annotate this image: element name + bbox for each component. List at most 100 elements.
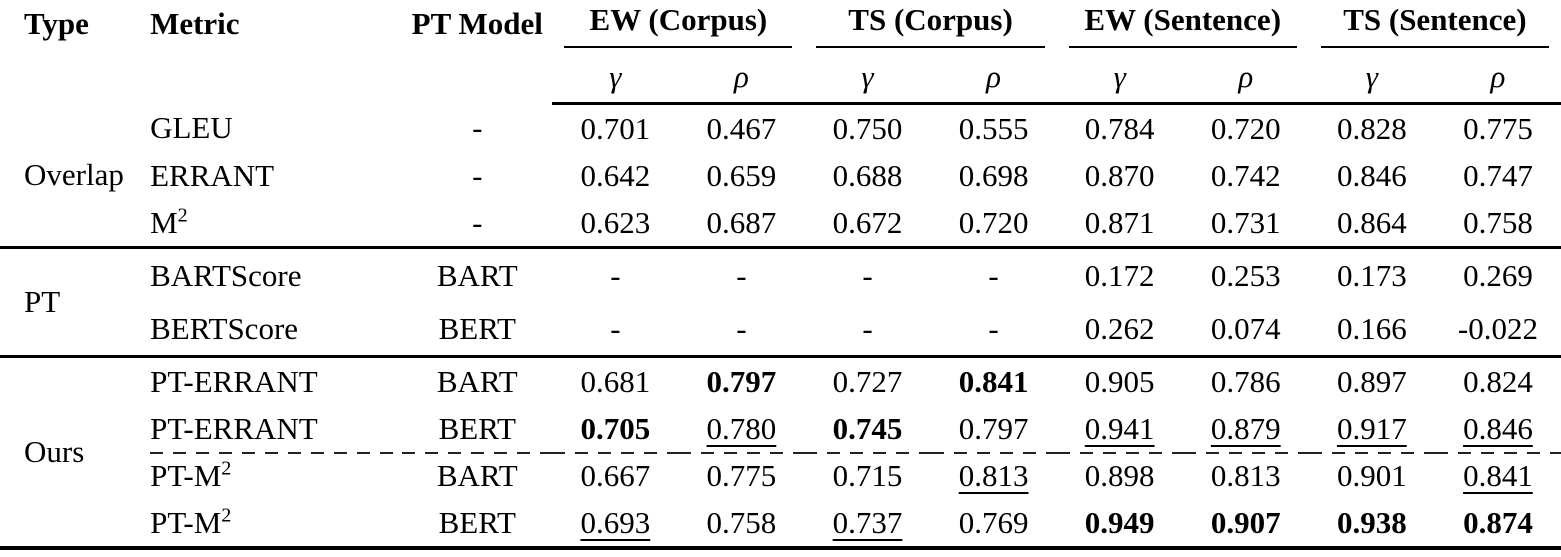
value-text: 0.166 (1336, 310, 1407, 346)
value-cell: 0.715 (804, 452, 931, 499)
column-header-pt-model: PT Model (411, 6, 543, 41)
pt-model-cell: BART (402, 246, 553, 302)
value-cell: 0.769 (931, 499, 1057, 548)
value-text: 0.720 (958, 204, 1029, 240)
value-text: - (988, 257, 999, 293)
value-cell: 0.667 (552, 452, 679, 499)
value-text: 0.659 (706, 157, 777, 193)
value-text: 0.715 (832, 457, 903, 493)
value-cell: 0.874 (1435, 499, 1561, 548)
value-text: 0.841 (958, 363, 1029, 399)
value-cell: 0.555 (931, 104, 1057, 153)
value-cell: 0.687 (678, 199, 804, 248)
group-header-0: EW (Corpus) (552, 0, 804, 52)
value-cell: - (804, 246, 931, 302)
value-text: - (862, 257, 873, 293)
value-text: - (988, 310, 999, 346)
value-text: 0.747 (1463, 157, 1533, 193)
value-text: 0.172 (1084, 257, 1155, 293)
metric-superscript: 2 (177, 204, 188, 227)
value-cell: 0.642 (552, 152, 678, 199)
value-cell: 0.698 (931, 152, 1057, 199)
pt-model-cell: - (472, 109, 483, 145)
value-text: 0.917 (1336, 410, 1407, 446)
value-cell: 0.693 (552, 499, 678, 548)
group-header-3: TS (Sentence) (1309, 0, 1561, 52)
value-cell: 0.824 (1434, 355, 1561, 405)
metric-superscript: 2 (221, 457, 232, 480)
metric-cell: ERRANT (150, 157, 275, 193)
table-row: PT-ERRANT BERT 0.705 0.780 0.745 0.797 0.941 0.… (0, 405, 1561, 452)
value-cell: 0.841 (930, 355, 1057, 405)
value-cell: 0.737 (804, 499, 930, 548)
subcolumn-header-gamma: γ (552, 52, 679, 105)
subcolumn-header-rho: ρ (1434, 52, 1561, 105)
value-cell: 0.841 (1434, 452, 1561, 499)
pt-model-cell: BERT (438, 310, 516, 346)
group-header-label: TS (Sentence) (1320, 0, 1549, 48)
value-cell: 0.917 (1309, 405, 1435, 452)
table-row: M2 - 0.623 0.687 0.672 0.720 0.871 0.731 0.864 0.… (0, 199, 1561, 248)
group-header-row: Type Metric PT Model EW (Corpus) TS (Corp… (0, 0, 1561, 52)
metric-cell: BERTScore (150, 310, 299, 346)
value-cell: 0.172 (1056, 246, 1183, 302)
value-cell: 0.705 (552, 405, 678, 452)
value-cell: 0.727 (804, 355, 931, 405)
value-cell: 0.681 (552, 355, 679, 405)
value-cell: - (804, 302, 930, 357)
value-text: -0.022 (1457, 310, 1538, 346)
value-cell: 0.813 (1182, 452, 1309, 499)
value-text: - (736, 310, 747, 346)
value-text: 0.672 (832, 204, 903, 240)
value-text: 0.705 (580, 410, 651, 446)
column-header-type: Type (24, 6, 89, 41)
value-cell: 0.797 (678, 355, 805, 405)
value-cell: 0.864 (1309, 199, 1435, 248)
value-text: 0.797 (958, 410, 1029, 446)
value-text: 0.074 (1210, 310, 1281, 346)
group-header-label: TS (Corpus) (816, 0, 1045, 48)
table-row: BERTScore BERT - - - - 0.262 0.074 0.166 -0.022 (0, 302, 1561, 357)
pt-model-cell: - (472, 157, 483, 193)
table-row: PT-M2 BART 0.667 0.775 0.715 0.813 0.898 0.813 0… (0, 452, 1561, 499)
pt-model-cell: - (472, 204, 483, 240)
value-text: 0.745 (832, 410, 903, 446)
value-cell: 0.173 (1308, 246, 1435, 302)
value-text: - (736, 257, 747, 293)
value-text: 0.907 (1210, 504, 1281, 540)
value-text: 0.269 (1463, 257, 1533, 293)
value-cell: 0.166 (1309, 302, 1435, 357)
type-cell: Ours (0, 355, 151, 548)
value-text: 0.731 (1210, 204, 1281, 240)
table-row: PT BARTScore BART - - - - 0.172 0.253 0.173 0.269 (0, 246, 1561, 357)
value-text: 0.780 (706, 410, 777, 446)
value-cell: 0.074 (1183, 302, 1309, 357)
value-text: 0.897 (1336, 363, 1407, 399)
value-text: 0.253 (1210, 257, 1281, 293)
value-cell: 0.938 (1309, 499, 1435, 548)
value-text: 0.467 (706, 110, 777, 146)
value-cell: 0.758 (678, 499, 804, 548)
value-text: 0.901 (1336, 457, 1407, 493)
value-text: 0.864 (1336, 204, 1407, 240)
value-text: - (862, 310, 873, 346)
value-text: 0.688 (832, 157, 903, 193)
pt-model-cell: BERT (438, 504, 516, 540)
value-text: 0.813 (1210, 457, 1281, 493)
value-text: 0.742 (1210, 157, 1281, 193)
group-header-2: EW (Sentence) (1057, 0, 1309, 52)
value-text: 0.775 (1463, 110, 1533, 146)
value-cell: 0.941 (1057, 405, 1183, 452)
value-cell: - (931, 302, 1057, 357)
value-text: 0.941 (1084, 410, 1155, 446)
table-row: Overlap GLEU - 0.701 0.467 0.750 0.555 0.784 0.7… (0, 104, 1561, 192)
table-header: Type Metric PT Model EW (Corpus) TS (Corp… (0, 0, 1561, 105)
value-cell: 0.758 (1435, 199, 1561, 248)
value-cell: 0.780 (678, 405, 804, 452)
value-cell: 0.775 (678, 452, 805, 499)
value-cell: 0.797 (931, 405, 1057, 452)
value-cell: -0.022 (1435, 302, 1561, 357)
value-cell: 0.949 (1057, 499, 1183, 548)
value-cell: 0.846 (1309, 152, 1435, 199)
